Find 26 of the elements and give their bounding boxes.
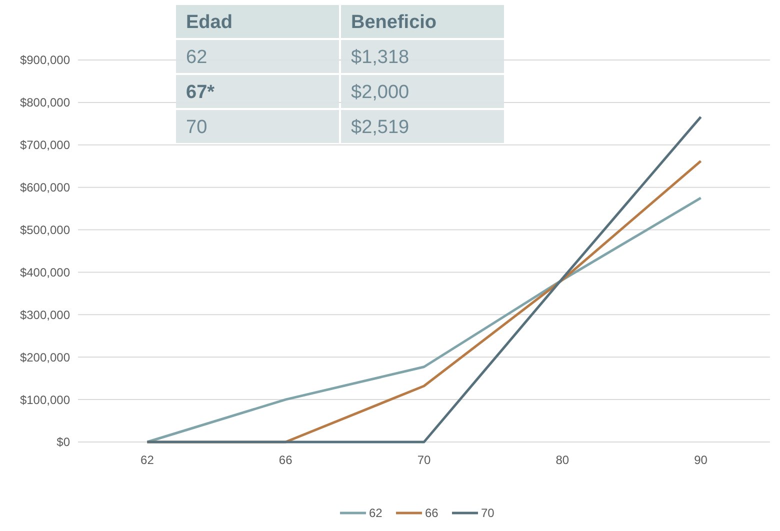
y-tick-label: $900,000	[20, 53, 70, 68]
legend-label: 62	[369, 506, 383, 520]
y-tick-label: $200,000	[20, 350, 70, 364]
y-tick-label: $800,000	[20, 96, 70, 110]
y-tick-label: $0	[56, 435, 70, 450]
annotation: 62	[186, 47, 208, 68]
y-tick-label: $400,000	[20, 265, 70, 280]
x-tick-label: 62	[140, 453, 154, 467]
text: Edad	[186, 12, 232, 34]
annotation: $1,318	[351, 47, 410, 68]
annotation: $2,000	[351, 82, 410, 104]
legend-label: 70	[481, 506, 495, 520]
y-tick-label: $100,000	[20, 392, 70, 407]
x-tick-label: 80	[556, 453, 570, 467]
y-tick-label: $600,000	[20, 180, 70, 195]
y-tick-label: $700,000	[20, 138, 70, 152]
annotation: $2,519	[351, 117, 410, 138]
x-tick-label: 66	[278, 453, 293, 467]
annotation: 70	[186, 117, 208, 138]
x-tick-label: 70	[417, 453, 431, 467]
y-tick-label: $500,000	[20, 222, 70, 237]
y-tick-label: $300,000	[20, 308, 70, 322]
annotation: 67*	[186, 82, 216, 104]
x-tick-label: 90	[694, 453, 708, 467]
text: Beneficio	[351, 12, 437, 34]
legend-label: 66	[425, 506, 439, 520]
